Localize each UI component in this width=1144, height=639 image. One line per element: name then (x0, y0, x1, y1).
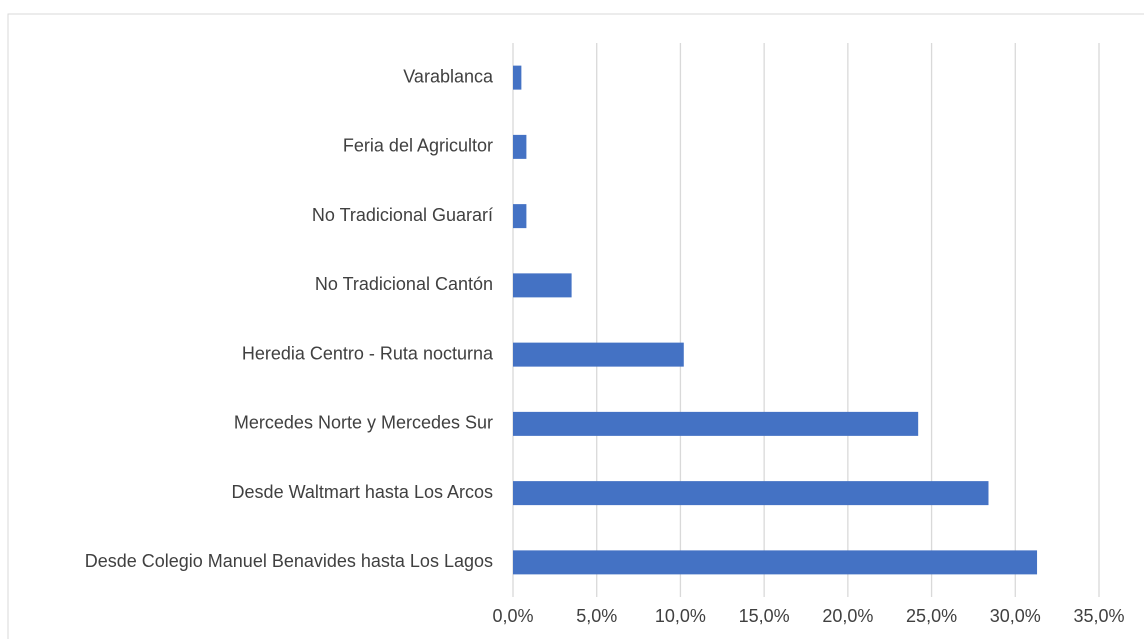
x-tick-label: 0,0% (492, 606, 533, 626)
x-tick-label: 10,0% (655, 606, 706, 626)
chart-frame (7, 13, 1144, 639)
y-tick-label: Feria del Agricultor (343, 136, 493, 156)
y-tick-label: Desde Waltmart hasta Los Arcos (232, 482, 493, 502)
bar (513, 204, 527, 229)
bar (513, 481, 989, 506)
bar (513, 342, 684, 367)
y-tick-label: No Tradicional Cantón (315, 274, 493, 294)
x-tick-label: 5,0% (576, 606, 617, 626)
bar (513, 550, 1038, 575)
x-tick-label: 15,0% (739, 606, 790, 626)
y-tick-label: Mercedes Norte y Mercedes Sur (234, 413, 493, 433)
x-tick-label: 25,0% (906, 606, 957, 626)
bar (513, 411, 919, 436)
bar (513, 65, 522, 90)
y-tick-label: No Tradicional Guararí (312, 205, 493, 225)
y-tick-label: Heredia Centro - Ruta nocturna (242, 343, 494, 363)
bar (513, 134, 527, 159)
y-tick-label: Varablanca (403, 66, 494, 86)
x-tick-label: 35,0% (1073, 606, 1124, 626)
y-tick-label: Desde Colegio Manuel Benavides hasta Los… (85, 551, 493, 571)
x-tick-label: 20,0% (822, 606, 873, 626)
bar (513, 273, 572, 298)
x-tick-label: 30,0% (990, 606, 1041, 626)
